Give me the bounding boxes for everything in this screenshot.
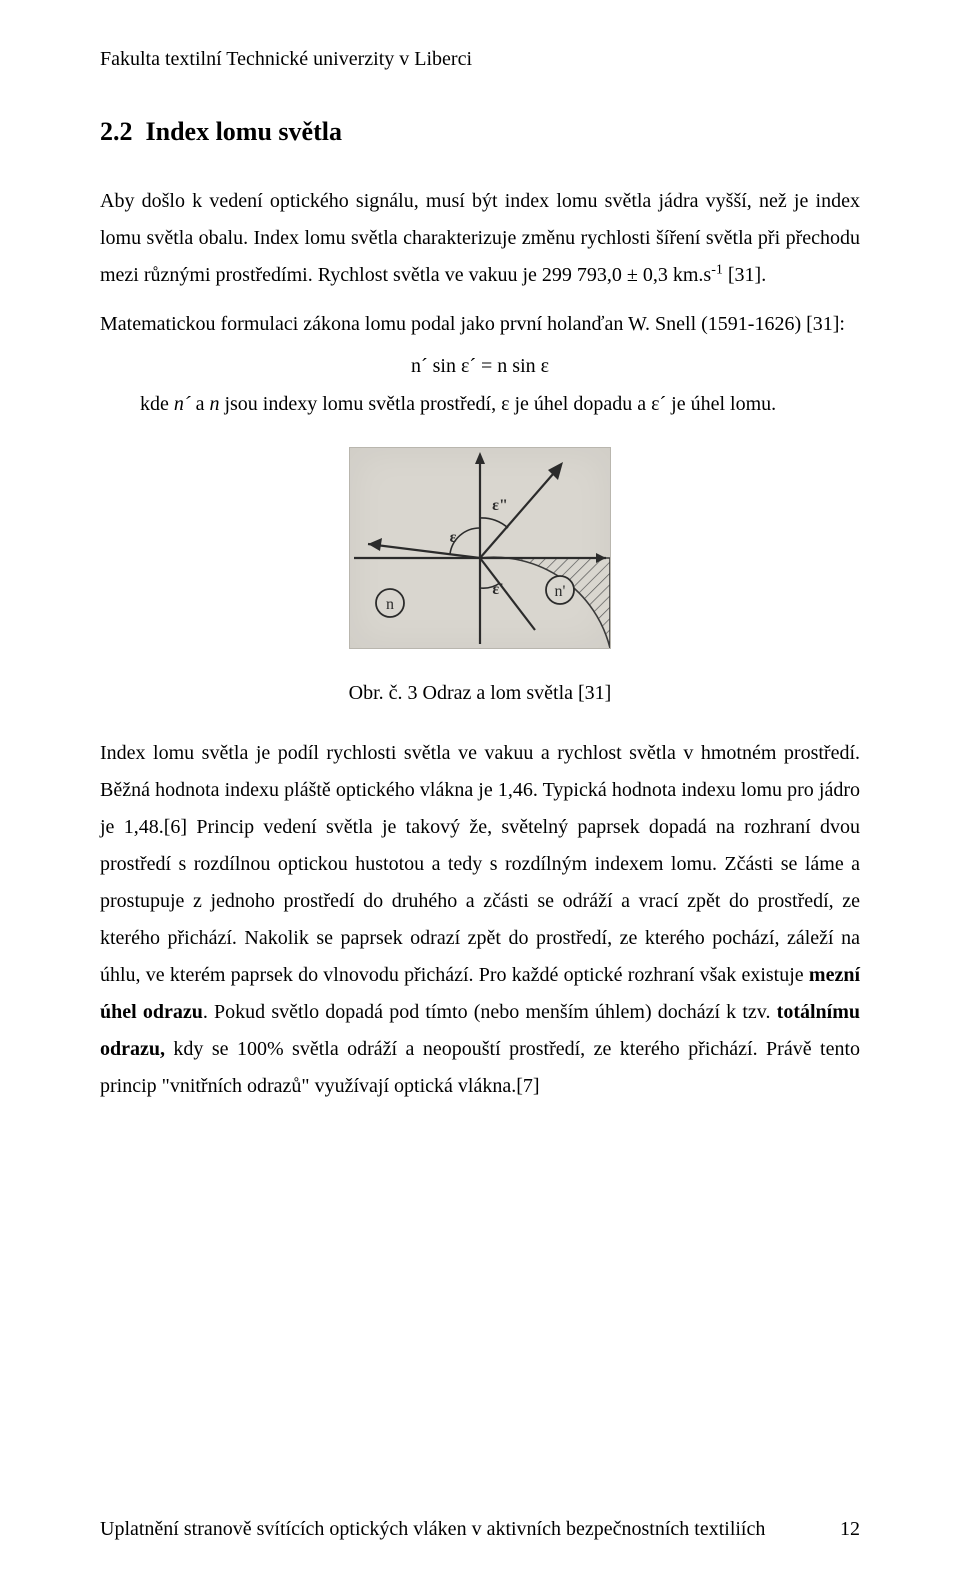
page-number: 12 bbox=[840, 1518, 860, 1541]
label-eps-dblprime: ε" bbox=[492, 497, 508, 514]
page: Fakulta textilní Technické univerzity v … bbox=[0, 0, 960, 1585]
label-eps: ε bbox=[450, 529, 457, 546]
eq-desc-c: jsou indexy lomu světla prostředí, ε je … bbox=[219, 393, 776, 415]
para1-text-b: [31]. bbox=[723, 264, 766, 286]
footer-text: Uplatnění stranově svítících optických v… bbox=[100, 1518, 765, 1541]
label-n: n bbox=[386, 596, 394, 613]
section-title: Index lomu světla bbox=[146, 117, 342, 146]
para3-b: . Pokud světlo dopadá pod tímto (nebo me… bbox=[203, 1001, 777, 1023]
label-n-prime: n' bbox=[555, 583, 566, 600]
section-number: 2.2 bbox=[100, 117, 133, 146]
para1-sup: -1 bbox=[711, 262, 723, 277]
figure-wrap: n n' ε ε" ε' bbox=[100, 447, 860, 654]
para3-c: kdy se 100% světla odráží a neopouští pr… bbox=[100, 1038, 860, 1097]
section-heading: 2.2 Index lomu světla bbox=[100, 117, 860, 147]
eq-desc-b: a bbox=[191, 393, 210, 415]
figure-refraction-diagram: n n' ε ε" ε' bbox=[349, 447, 611, 649]
eq-desc-a: kde bbox=[140, 393, 174, 415]
equation-desc: kde n´ a n jsou indexy lomu světla prost… bbox=[100, 386, 860, 423]
eq-desc-n-prime: n´ bbox=[174, 393, 191, 415]
paragraph-1: Aby došlo k vedení optického signálu, mu… bbox=[100, 183, 860, 294]
equation: n´ sin ε´ = n sin ε bbox=[100, 355, 860, 378]
figure-caption: Obr. č. 3 Odraz a lom světla [31] bbox=[100, 682, 860, 705]
paragraph-3: Index lomu světla je podíl rychlosti svě… bbox=[100, 735, 860, 1105]
running-head: Fakulta textilní Technické univerzity v … bbox=[100, 48, 860, 71]
refraction-svg: n n' ε ε" ε' bbox=[350, 448, 610, 648]
label-eps-prime: ε' bbox=[492, 581, 503, 598]
paragraph-2: Matematickou formulaci zákona lomu podal… bbox=[100, 306, 860, 343]
eq-desc-n: n bbox=[209, 393, 219, 415]
para3-a: Index lomu světla je podíl rychlosti svě… bbox=[100, 742, 860, 986]
footer: Uplatnění stranově svítících optických v… bbox=[100, 1518, 860, 1541]
